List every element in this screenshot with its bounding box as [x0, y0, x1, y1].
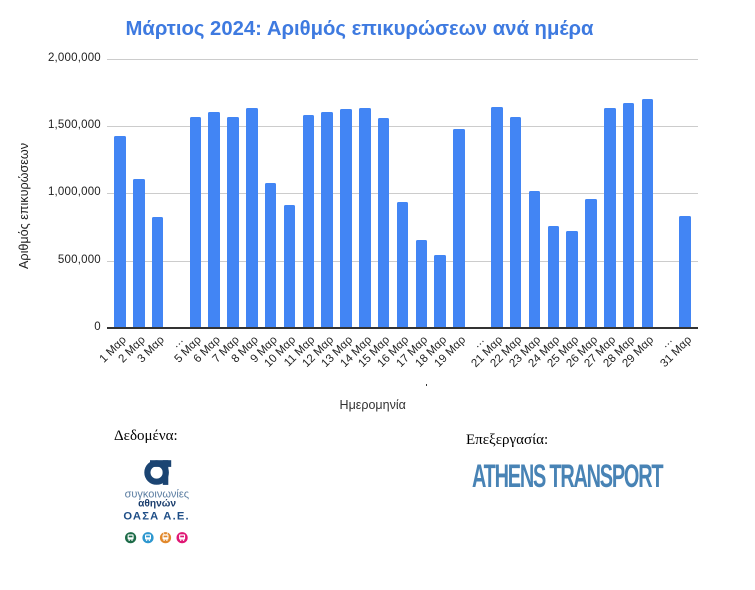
svg-text:αθηνών: αθηνών — [138, 499, 176, 510]
svg-text:συγκοινωνίες: συγκοινωνίες — [125, 489, 189, 501]
svg-text:ΟΑΣΑ Α.Ε.: ΟΑΣΑ Α.Ε. — [123, 511, 190, 523]
